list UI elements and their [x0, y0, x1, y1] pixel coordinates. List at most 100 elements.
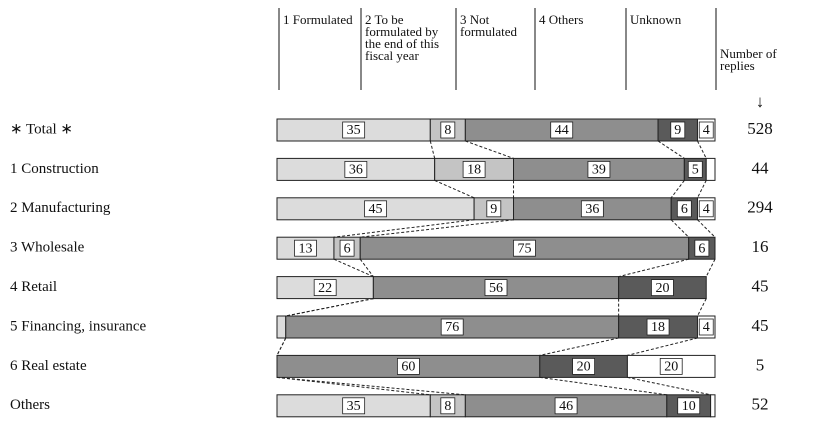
connector-line	[539, 376, 667, 396]
category-label: ∗ Total ∗	[10, 121, 73, 137]
replies-value: 45	[752, 316, 769, 335]
replies-value: 44	[752, 158, 770, 177]
label-box	[670, 121, 686, 139]
label-box	[694, 239, 710, 257]
label-box	[462, 160, 486, 178]
label-box	[342, 397, 366, 415]
legend-entry: 3 Not formulated	[460, 12, 518, 39]
replies-value: 16	[752, 237, 769, 256]
data-label: 36	[585, 202, 599, 217]
data-label: 36	[349, 163, 363, 178]
bar-segment	[710, 394, 716, 418]
category-label: 2 Manufacturing	[10, 200, 111, 216]
connector-line	[670, 180, 685, 199]
data-label: 39	[592, 163, 606, 178]
bar-segment	[276, 315, 287, 339]
connector-line	[360, 219, 514, 238]
connector-line	[276, 337, 287, 356]
label-box	[513, 239, 536, 257]
data-label: 18	[651, 320, 665, 335]
data-label: 9	[674, 123, 681, 138]
label-box	[339, 239, 355, 257]
connector-line	[465, 140, 514, 159]
label-box	[651, 279, 674, 297]
label-box	[344, 160, 368, 178]
replies-value: 528	[747, 119, 773, 138]
label-box	[440, 397, 456, 415]
legend-entry: 2 To be formulated by the end of this fi…	[365, 12, 440, 63]
data-label: 20	[664, 360, 678, 375]
data-label: 75	[517, 241, 531, 256]
arrow: ↓	[756, 92, 765, 111]
bar-segment	[705, 157, 716, 181]
data-label: 6	[344, 241, 351, 256]
label-box	[580, 200, 604, 218]
label-box	[440, 121, 456, 139]
category-label: 4 Retail	[10, 279, 57, 295]
connector-line	[697, 140, 707, 159]
label-box	[294, 239, 317, 257]
category-label: 6 Real estate	[10, 358, 87, 374]
data-label: 35	[347, 123, 361, 138]
label-box	[698, 200, 714, 218]
data-label: 8	[444, 399, 451, 414]
connector-line	[627, 337, 698, 356]
data-label: 46	[559, 399, 573, 414]
data-label: 76	[445, 320, 459, 335]
connector-line	[276, 376, 431, 396]
data-label: 45	[369, 202, 383, 217]
data-label: 10	[682, 399, 696, 414]
data-label: 9	[490, 202, 497, 217]
label-box	[342, 121, 366, 139]
label-box	[677, 397, 701, 415]
connector-line	[627, 376, 711, 396]
connector-line	[705, 258, 716, 277]
label-box	[550, 121, 574, 139]
replies-value: 294	[747, 198, 773, 217]
replies-header: Number of replies	[720, 46, 777, 73]
label-box	[698, 121, 714, 139]
data-label: 20	[577, 360, 591, 375]
legend-entry: 1 Formulated	[283, 12, 353, 27]
data-label: 44	[555, 123, 569, 138]
data-label: 8	[444, 123, 451, 138]
label-box	[646, 318, 670, 336]
data-label: 20	[655, 281, 669, 296]
replies-value: 52	[752, 395, 769, 414]
category-label: 3 Wholesale	[10, 240, 85, 256]
connector-line	[618, 258, 689, 278]
label-box	[486, 200, 502, 218]
category-label: 1 Construction	[10, 161, 99, 177]
label-box	[364, 200, 387, 218]
label-box	[554, 397, 578, 415]
connector-line	[429, 140, 436, 159]
replies-value: 5	[756, 355, 765, 374]
connector-line	[276, 376, 466, 396]
data-label: 13	[298, 241, 312, 256]
connector-line	[434, 179, 475, 199]
connector-line	[697, 219, 716, 238]
data-label: 56	[489, 281, 503, 296]
label-box	[659, 357, 683, 375]
label-box	[587, 160, 611, 178]
label-box	[676, 200, 692, 218]
data-label: 18	[467, 163, 481, 178]
data-label: 60	[401, 360, 415, 375]
data-label: 6	[698, 241, 705, 256]
label-box	[396, 357, 420, 375]
label-box	[440, 318, 464, 336]
label-box	[687, 160, 703, 178]
data-label: 4	[703, 202, 710, 217]
data-label: 6	[681, 202, 688, 217]
replies-value: 45	[752, 277, 769, 296]
data-label: 4	[703, 320, 710, 335]
category-label: 5 Financing, insurance	[10, 318, 147, 334]
connector-line	[670, 219, 690, 238]
connector-line	[697, 298, 707, 317]
connector-line	[697, 180, 707, 199]
label-box	[698, 318, 714, 336]
legend-entry: 4 Others	[539, 12, 584, 27]
connector-line	[333, 219, 475, 238]
